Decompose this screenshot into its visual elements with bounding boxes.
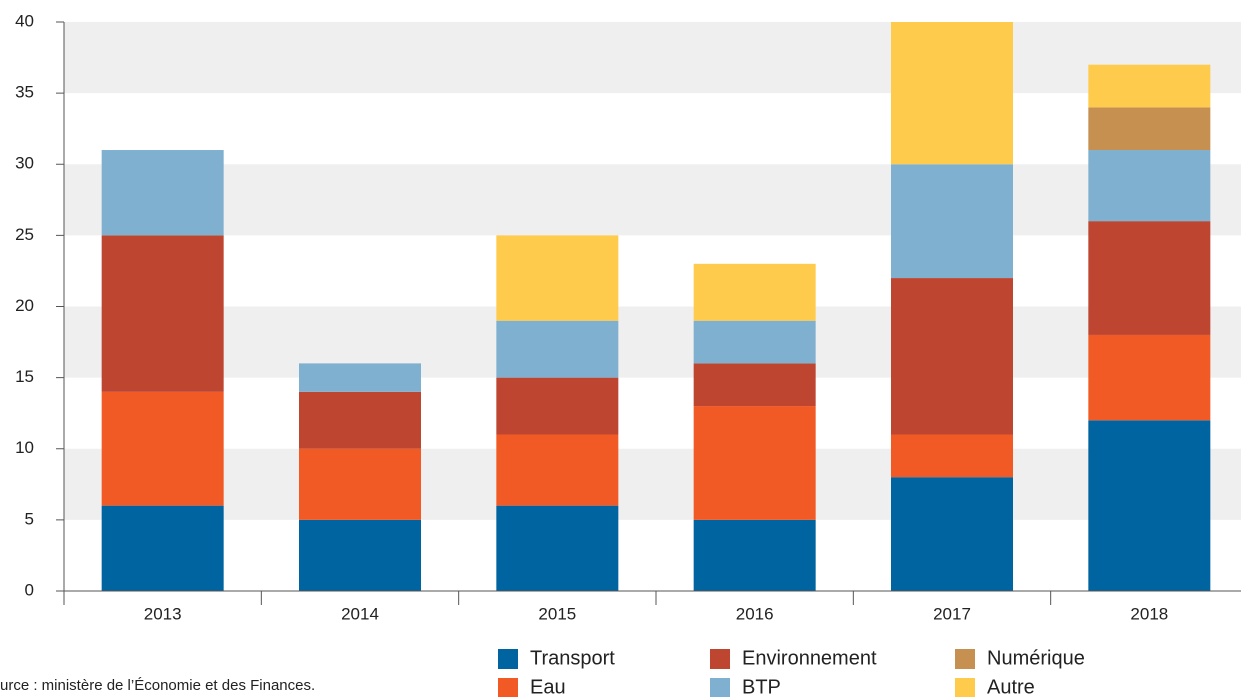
bar-segment: [693, 263, 816, 321]
legend-swatch: [498, 649, 518, 669]
grid-band: [64, 22, 1241, 94]
bar-segment: [891, 22, 1013, 165]
legend-label: Eau: [530, 676, 566, 697]
bar-segment: [1088, 64, 1211, 108]
bar-segment: [101, 391, 224, 506]
legend-swatch: [710, 678, 730, 697]
bar-segment: [1088, 334, 1211, 421]
bar-segment: [299, 363, 421, 392]
legend-swatch: [955, 649, 975, 669]
bar-segment: [101, 505, 224, 591]
legend-label: Environnement: [742, 647, 877, 669]
grid-band: [64, 448, 1241, 520]
y-tick-label: 0: [25, 580, 34, 599]
x-tick-label: 2016: [736, 604, 774, 623]
bar-segment: [299, 519, 421, 591]
x-tick-label: 2013: [144, 604, 182, 623]
bar-segment: [693, 406, 816, 520]
bar-segment: [1088, 221, 1211, 335]
y-tick-label: 10: [15, 438, 34, 457]
x-tick-label: 2015: [538, 604, 576, 623]
bar-segment: [496, 434, 619, 506]
legend-label: Autre: [987, 676, 1035, 697]
bar-segment: [101, 235, 224, 392]
bar-segment: [891, 164, 1013, 279]
bar-segment: [299, 391, 421, 449]
bar-segment: [496, 377, 619, 435]
bar-segment: [693, 519, 816, 591]
y-tick-label: 15: [15, 367, 34, 386]
legend-swatch: [498, 678, 518, 697]
y-tick-label: 5: [25, 509, 34, 528]
bar-segment: [891, 278, 1013, 435]
x-tick-label: 2014: [341, 604, 379, 623]
bar-segment: [1088, 420, 1211, 591]
y-tick-label: 30: [15, 154, 34, 173]
grid-band: [64, 306, 1241, 378]
bar-segment: [891, 434, 1013, 478]
source-note: urce : ministère de l’Économie et des Fi…: [0, 677, 315, 694]
y-tick-label: 40: [15, 11, 34, 30]
bar-segment: [496, 505, 619, 591]
bar-segment: [496, 235, 619, 321]
legend-label: Transport: [530, 647, 615, 669]
legend-label: BTP: [742, 676, 781, 697]
bar-segment: [496, 320, 619, 378]
y-tick-label: 25: [15, 225, 34, 244]
bar-segment: [693, 363, 816, 407]
legend-swatch: [955, 678, 975, 697]
bar-segment: [693, 320, 816, 364]
bar-segment: [299, 448, 421, 520]
bar-segment: [1088, 107, 1211, 151]
x-tick-label: 2017: [933, 604, 971, 623]
bar-segment: [1088, 150, 1211, 222]
legend-label: Numérique: [987, 647, 1085, 669]
grid-band: [64, 164, 1241, 236]
y-tick-label: 35: [15, 83, 34, 102]
x-tick-label: 2018: [1130, 604, 1168, 623]
legend-swatch: [710, 649, 730, 669]
y-tick-label: 20: [15, 296, 34, 315]
bar-segment: [101, 150, 224, 236]
bar-segment: [891, 477, 1013, 591]
